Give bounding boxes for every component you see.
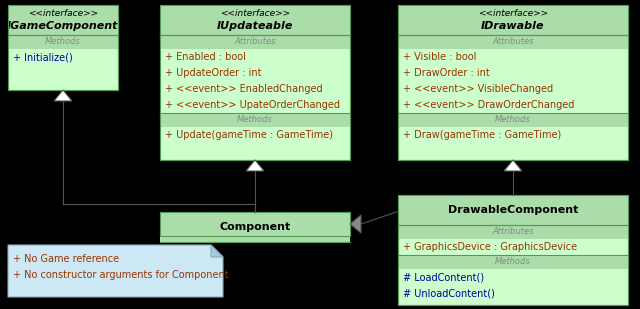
Polygon shape bbox=[8, 245, 223, 297]
Bar bbox=[8, 35, 118, 49]
Text: + <<event>> DrawOrderChanged: + <<event>> DrawOrderChanged bbox=[403, 100, 574, 110]
Bar bbox=[160, 5, 350, 160]
Bar bbox=[398, 195, 628, 305]
Text: # UnloadContent(): # UnloadContent() bbox=[403, 288, 495, 298]
Polygon shape bbox=[211, 245, 223, 257]
Text: + Update(gameTime : GameTime): + Update(gameTime : GameTime) bbox=[165, 130, 333, 140]
Text: + UpdateOrder : int: + UpdateOrder : int bbox=[165, 68, 262, 78]
Text: + <<event>> EnabledChanged: + <<event>> EnabledChanged bbox=[165, 84, 323, 94]
Text: Methods: Methods bbox=[495, 257, 531, 266]
Text: Component: Component bbox=[220, 222, 291, 232]
Text: <<interface>>: <<interface>> bbox=[28, 9, 98, 18]
Text: + Enabled : bool: + Enabled : bool bbox=[165, 52, 246, 62]
Bar bbox=[398, 195, 628, 305]
Text: + DrawOrder : int: + DrawOrder : int bbox=[403, 68, 490, 78]
Text: Methods: Methods bbox=[45, 37, 81, 46]
Bar bbox=[160, 212, 350, 236]
Bar bbox=[398, 225, 628, 239]
Text: Methods: Methods bbox=[495, 116, 531, 125]
Bar bbox=[398, 113, 628, 127]
Text: Attributes: Attributes bbox=[492, 37, 534, 46]
Text: + Visible : bool: + Visible : bool bbox=[403, 52, 476, 62]
Text: + GraphicsDevice : GraphicsDevice: + GraphicsDevice : GraphicsDevice bbox=[403, 242, 577, 252]
Polygon shape bbox=[54, 90, 72, 101]
Bar bbox=[8, 5, 118, 35]
Text: IGameComponent: IGameComponent bbox=[7, 21, 119, 31]
Text: + <<event>> VisibleChanged: + <<event>> VisibleChanged bbox=[403, 84, 553, 94]
Text: + No constructor arguments for Component: + No constructor arguments for Component bbox=[13, 270, 228, 280]
Text: + <<event>> UpateOrderChanged: + <<event>> UpateOrderChanged bbox=[165, 100, 340, 110]
Bar bbox=[398, 5, 628, 35]
Text: Attributes: Attributes bbox=[234, 37, 276, 46]
Bar bbox=[160, 212, 350, 242]
Bar bbox=[160, 35, 350, 49]
Bar bbox=[398, 5, 628, 160]
Text: IDrawable: IDrawable bbox=[481, 21, 545, 31]
Text: Methods: Methods bbox=[237, 116, 273, 125]
Bar bbox=[160, 5, 350, 160]
Bar bbox=[398, 5, 628, 160]
Text: <<interface>>: <<interface>> bbox=[220, 9, 290, 18]
Polygon shape bbox=[246, 160, 264, 171]
Bar bbox=[8, 5, 118, 90]
Text: + Draw(gameTime : GameTime): + Draw(gameTime : GameTime) bbox=[403, 130, 561, 140]
Text: + No Game reference: + No Game reference bbox=[13, 254, 119, 264]
Bar bbox=[160, 212, 350, 236]
Bar bbox=[398, 255, 628, 269]
Bar bbox=[398, 195, 628, 225]
Polygon shape bbox=[350, 215, 361, 233]
Text: # LoadContent(): # LoadContent() bbox=[403, 272, 484, 282]
Polygon shape bbox=[504, 160, 522, 171]
Text: IUpdateable: IUpdateable bbox=[217, 21, 293, 31]
Bar bbox=[398, 35, 628, 49]
Text: Attributes: Attributes bbox=[492, 227, 534, 236]
Text: + Initialize(): + Initialize() bbox=[13, 52, 73, 62]
Text: <<interface>>: <<interface>> bbox=[478, 9, 548, 18]
Bar bbox=[160, 113, 350, 127]
Bar bbox=[8, 5, 118, 90]
Text: DrawableComponent: DrawableComponent bbox=[448, 205, 578, 215]
Bar bbox=[160, 5, 350, 35]
